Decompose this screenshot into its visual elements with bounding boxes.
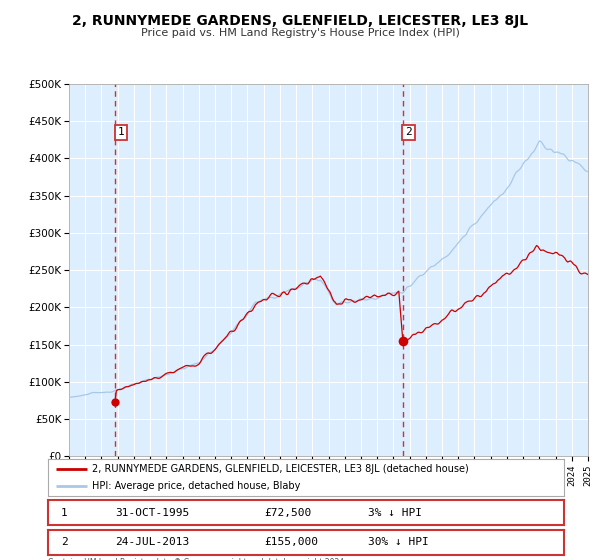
Text: 30% ↓ HPI: 30% ↓ HPI [368, 538, 428, 547]
Text: 2: 2 [405, 128, 412, 137]
Text: 2: 2 [61, 538, 68, 547]
Text: Contains HM Land Registry data © Crown copyright and database right 2024.: Contains HM Land Registry data © Crown c… [48, 558, 347, 560]
Text: Price paid vs. HM Land Registry's House Price Index (HPI): Price paid vs. HM Land Registry's House … [140, 28, 460, 38]
Text: HPI: Average price, detached house, Blaby: HPI: Average price, detached house, Blab… [92, 481, 300, 491]
Text: 2, RUNNYMEDE GARDENS, GLENFIELD, LEICESTER, LE3 8JL (detached house): 2, RUNNYMEDE GARDENS, GLENFIELD, LEICEST… [92, 464, 469, 474]
Text: £155,000: £155,000 [265, 538, 319, 547]
Text: 24-JUL-2013: 24-JUL-2013 [115, 538, 190, 547]
Text: 1: 1 [118, 128, 124, 137]
Text: 1: 1 [61, 508, 68, 517]
Text: £72,500: £72,500 [265, 508, 312, 517]
Text: 2, RUNNYMEDE GARDENS, GLENFIELD, LEICESTER, LE3 8JL: 2, RUNNYMEDE GARDENS, GLENFIELD, LEICEST… [72, 14, 528, 28]
Text: 31-OCT-1995: 31-OCT-1995 [115, 508, 190, 517]
Text: 3% ↓ HPI: 3% ↓ HPI [368, 508, 422, 517]
